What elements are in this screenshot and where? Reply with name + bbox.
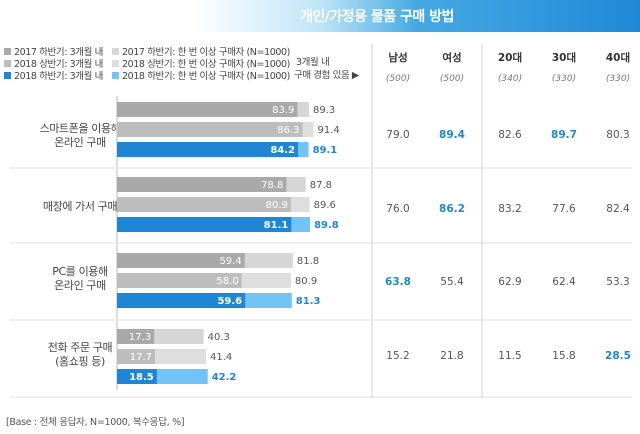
- data-label-within-3-months: 59.4: [219, 256, 241, 267]
- table-cell-highlight: 28.5: [605, 350, 631, 362]
- category-label: 매장에 가서 구매: [42, 200, 118, 213]
- data-label-ever-purchased: 89.8: [314, 220, 339, 231]
- data-label-within-3-months: 81.1: [264, 220, 289, 231]
- data-label-ever-purchased: 42.2: [212, 372, 237, 383]
- legend-item-2017-ever: 2017 하반기: 한 번 이상 구매자 (N=1000): [112, 44, 290, 58]
- category-label: PC를 이용해 온라인 구매: [52, 265, 108, 292]
- table-cell-highlight: 63.8: [385, 276, 411, 288]
- bar-within-3-months: [117, 273, 242, 288]
- bar-within-3-months: [117, 293, 246, 308]
- bar-within-3-months: [117, 142, 299, 157]
- table-cell: 11.5: [498, 350, 522, 362]
- legend-swatch: [112, 48, 119, 55]
- data-label-within-3-months: 18.5: [129, 372, 154, 383]
- data-label-within-3-months: 86.3: [277, 125, 299, 136]
- bar-within-3-months: [117, 197, 291, 212]
- col-header-20s: 20대: [497, 52, 523, 64]
- data-label-within-3-months: 78.8: [261, 180, 283, 191]
- data-label-within-3-months: 17.7: [130, 352, 152, 363]
- table-cell: 76.0: [386, 203, 410, 215]
- chart-title: 개인/가정용 물품 구매 방법: [300, 9, 454, 25]
- data-label-ever-purchased: 41.4: [210, 352, 232, 363]
- table-cell: 53.3: [606, 276, 630, 288]
- legend-note-line1: 3개월 내: [296, 57, 330, 68]
- data-label-ever-purchased: 81.8: [297, 256, 319, 267]
- data-label-ever-purchased: 40.3: [208, 332, 230, 343]
- table-cell: 82.6: [498, 129, 522, 141]
- legend-swatch: [4, 48, 11, 55]
- table-cell: 83.2: [498, 203, 522, 215]
- legend-note: 3개월 내 구매 경험 있음 ▶: [294, 56, 359, 82]
- legend-swatch: [4, 72, 11, 79]
- col-n-20s: (340): [497, 74, 523, 84]
- data-label-ever-purchased: 91.4: [318, 125, 340, 136]
- table-cell: 80.3: [606, 129, 630, 141]
- col-n-female: (500): [439, 74, 465, 84]
- legend-swatch: [4, 60, 11, 67]
- base-note: [Base : 전체 응답자, N=1000, 복수응답, %]: [6, 417, 185, 428]
- legend-note-line2: 구매 경험 있음 ▶: [294, 70, 359, 81]
- col-header-40s: 40대: [605, 52, 631, 64]
- table-cell-highlight: 89.7: [551, 129, 577, 141]
- table-cell: 55.4: [440, 276, 464, 288]
- col-header-female: 여성: [442, 52, 462, 64]
- legend-swatch: [112, 72, 119, 79]
- category-label: 전화 주문 구매 (홈쇼핑 등): [47, 341, 113, 368]
- table-cell: 15.8: [552, 350, 576, 362]
- bar-within-3-months: [117, 253, 245, 268]
- col-header-male: 남성: [388, 52, 408, 64]
- col-header-30s: 30대: [551, 52, 577, 64]
- legend-item-2018h1-3m: 2018 상반기: 3개월 내: [4, 56, 103, 70]
- bar-within-3-months: [117, 329, 155, 344]
- col-n-male: (500): [385, 74, 411, 84]
- bar-within-3-months: [117, 369, 157, 384]
- bar-within-3-months: [117, 349, 156, 364]
- title-gradient: [0, 0, 640, 32]
- table-cell: 62.9: [498, 276, 522, 288]
- data-label-ever-purchased: 89.1: [313, 145, 338, 156]
- data-label-within-3-months: 80.9: [266, 200, 288, 211]
- legend-item-2018h2-ever: 2018 하반기: 한 번 이상 구매자 (N=1000): [112, 68, 290, 82]
- data-label-within-3-months: 17.3: [129, 332, 151, 343]
- legend-item-2017-3m: 2017 하반기: 3개월 내: [4, 44, 103, 58]
- table-cell: 79.0: [386, 129, 410, 141]
- data-label-within-3-months: 83.9: [272, 105, 294, 116]
- bar-within-3-months: [117, 122, 303, 137]
- data-label-within-3-months: 59.6: [217, 296, 242, 307]
- table-cell: 82.4: [606, 203, 630, 215]
- data-label-ever-purchased: 89.6: [314, 200, 336, 211]
- table-cell: 21.8: [440, 350, 464, 362]
- data-label-ever-purchased: 80.9: [295, 276, 317, 287]
- category-label: 스마트폰을 이용해 온라인 구매: [39, 122, 121, 149]
- col-n-40s: (330): [605, 74, 631, 84]
- legend-item-2018h2-3m: 2018 하반기: 3개월 내: [4, 68, 103, 82]
- legend-item-2018h1-ever: 2018 상반기: 한 번 이상 구매자 (N=1000): [112, 56, 290, 70]
- data-label-within-3-months: 58.0: [216, 276, 238, 287]
- data-label-within-3-months: 84.2: [270, 145, 295, 156]
- col-n-30s: (330): [551, 74, 577, 84]
- legend-swatch: [112, 60, 119, 67]
- table-cell-highlight: 86.2: [439, 203, 465, 215]
- table-cell-highlight: 89.4: [439, 129, 465, 141]
- data-label-ever-purchased: 81.3: [296, 296, 321, 307]
- table-cell: 62.4: [552, 276, 576, 288]
- bar-within-3-months: [117, 177, 287, 192]
- data-label-ever-purchased: 89.3: [313, 105, 335, 116]
- data-label-ever-purchased: 87.8: [310, 180, 332, 191]
- title-band: 개인/가정용 물품 구매 방법: [0, 0, 640, 32]
- table-cell: 15.2: [386, 350, 410, 362]
- table-cell: 77.6: [552, 203, 576, 215]
- bar-within-3-months: [117, 102, 298, 117]
- bar-within-3-months: [117, 217, 292, 232]
